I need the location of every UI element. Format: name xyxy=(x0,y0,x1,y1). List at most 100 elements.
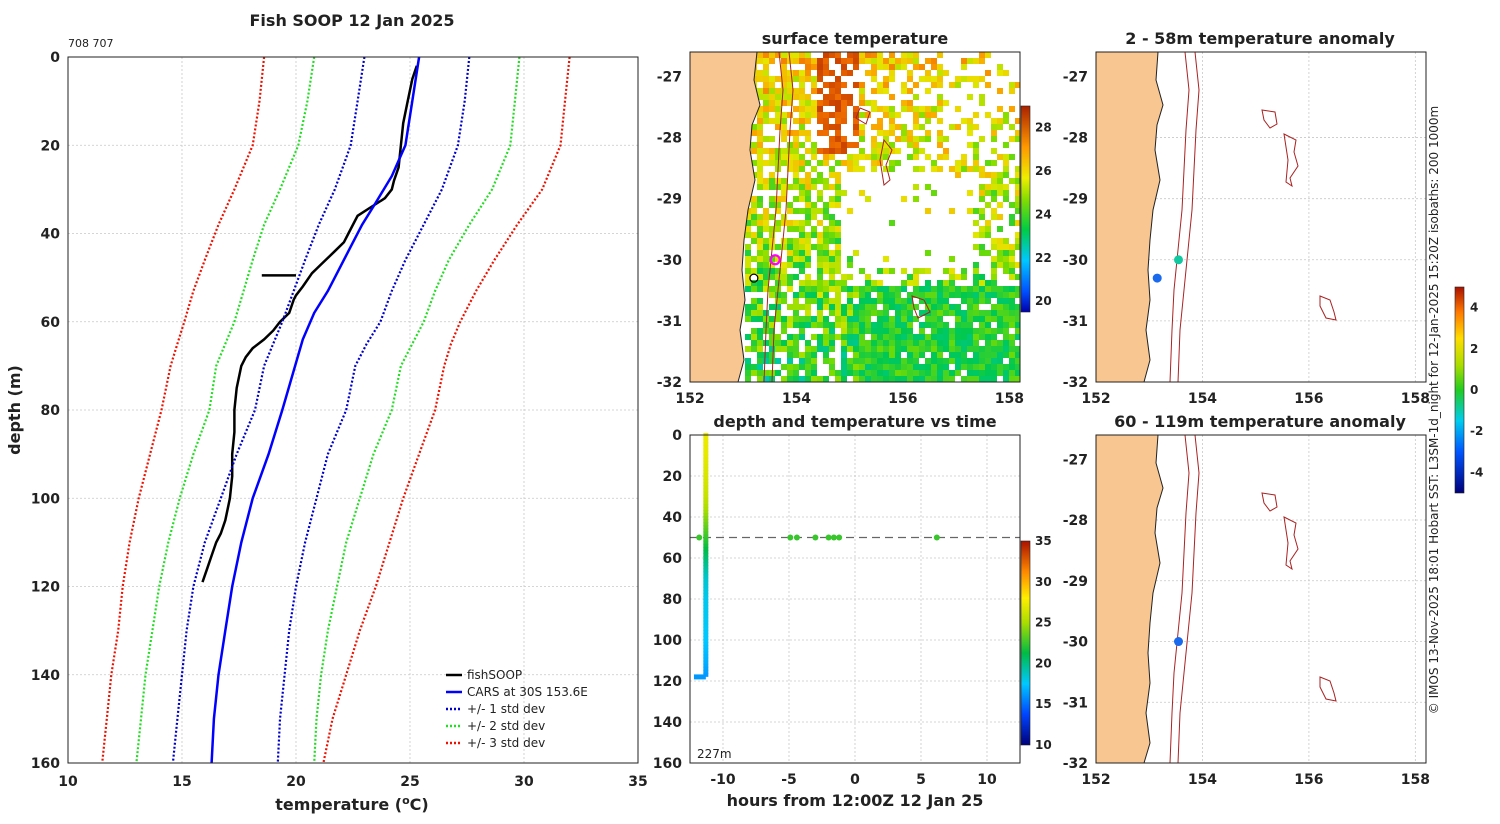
sst-pixel xyxy=(751,142,757,148)
sst-pixel xyxy=(763,82,769,88)
sst-pixel xyxy=(793,136,799,142)
sst-pixel xyxy=(907,376,913,382)
sst-pixel xyxy=(781,52,787,58)
sst-pixel xyxy=(931,352,937,358)
sst-pixel xyxy=(829,196,835,202)
sst-pixel xyxy=(793,334,799,340)
sst-pixel xyxy=(823,148,829,154)
sst-pixel xyxy=(967,124,973,130)
profile-series--2-std-dev-lower- xyxy=(135,56,316,764)
sst-pixel xyxy=(769,322,775,328)
sst-position-marker xyxy=(769,254,781,266)
sst-pixel xyxy=(919,112,925,118)
sst-pixel xyxy=(955,364,961,370)
sst-pixel xyxy=(967,118,973,124)
sst-pixel xyxy=(985,286,991,292)
profile-x-ticks: 10 15 20 25 30 35 xyxy=(58,774,647,790)
sst-pixel xyxy=(811,100,817,106)
sst-pixel xyxy=(919,334,925,340)
sst-colorbar-tick: 20 xyxy=(1035,294,1052,308)
sst-pixel xyxy=(889,370,895,376)
sst-pixel xyxy=(811,214,817,220)
sst-pixel xyxy=(781,88,787,94)
sst-pixel xyxy=(805,232,811,238)
sst-pixel xyxy=(931,292,937,298)
sst-pixel xyxy=(1015,292,1020,298)
sst-pixel xyxy=(799,52,805,58)
sst-pixel xyxy=(817,88,823,94)
sst-pixel xyxy=(829,184,835,190)
sst-pixel xyxy=(763,70,769,76)
sst-pixel xyxy=(979,298,985,304)
sst-pixel xyxy=(859,334,865,340)
sst-pixel xyxy=(1003,334,1009,340)
profile-y-tick: 100 xyxy=(31,491,60,507)
sst-pixel xyxy=(943,280,949,286)
sst-pixel xyxy=(1003,346,1009,352)
sst-pixel xyxy=(985,172,991,178)
sst-pixel xyxy=(907,298,913,304)
sst-pixel xyxy=(865,292,871,298)
sst-pixel xyxy=(907,328,913,334)
sst-pixel xyxy=(865,316,871,322)
sst-pixel xyxy=(997,172,1003,178)
sst-pixel xyxy=(901,58,907,64)
sst-pixel xyxy=(1003,352,1009,358)
profile-x-tick: 25 xyxy=(400,774,419,790)
sst-pixel xyxy=(1003,256,1009,262)
time-cast-sample xyxy=(703,454,709,459)
sst-pixel xyxy=(961,364,967,370)
anom1-point xyxy=(1174,255,1183,265)
sst-pixel xyxy=(1009,88,1015,94)
sst-pixel xyxy=(1003,298,1009,304)
sst-pixel xyxy=(913,118,919,124)
sst-pixel xyxy=(823,178,829,184)
sst-pixel xyxy=(967,76,973,82)
sst-pixel xyxy=(937,130,943,136)
sst-pixel xyxy=(955,166,961,172)
sst-pixel xyxy=(835,178,841,184)
sst-pixel xyxy=(811,64,817,70)
sst-pixel xyxy=(781,268,787,274)
sst-pixel xyxy=(889,64,895,70)
sst-pixel xyxy=(793,118,799,124)
sst-pixel xyxy=(961,334,967,340)
sst-pixel xyxy=(859,100,865,106)
sst-pixel xyxy=(859,346,865,352)
sst-pixel xyxy=(907,346,913,352)
sst-pixel xyxy=(973,352,979,358)
sst-pixel xyxy=(991,196,997,202)
sst-pixel xyxy=(937,286,943,292)
sst-pixel xyxy=(937,358,943,364)
sst-pixel xyxy=(775,52,781,58)
sst-pixel xyxy=(871,148,877,154)
sst-pixel xyxy=(769,274,775,280)
sst-pixel xyxy=(811,184,817,190)
profile-x-tick: 30 xyxy=(514,774,534,790)
sst-pixel xyxy=(979,190,985,196)
sst-pixel xyxy=(823,82,829,88)
sst-pixel xyxy=(763,244,769,250)
sst-pixel xyxy=(883,82,889,88)
anom1-ticks: 152 154 156 158-27-28-29-30-31-32 xyxy=(1063,69,1430,407)
sst-pixel xyxy=(781,238,787,244)
anom1-frame xyxy=(1095,51,1427,383)
sst-pixel xyxy=(793,274,799,280)
sst-pixel xyxy=(973,208,979,214)
sst-pixel xyxy=(937,352,943,358)
sst-pixel xyxy=(835,106,841,112)
sst-pixel xyxy=(841,148,847,154)
sst-pixel xyxy=(805,238,811,244)
sst-pixel xyxy=(1003,196,1009,202)
sst-pixel xyxy=(955,106,961,112)
sst-pixel xyxy=(841,358,847,364)
sst-pixel xyxy=(895,292,901,298)
sst-pixel xyxy=(787,256,793,262)
sst-pixel xyxy=(787,322,793,328)
sst-pixel xyxy=(823,124,829,130)
sst-pixel xyxy=(853,328,859,334)
sst-pixel xyxy=(865,112,871,118)
sst-pixel xyxy=(805,160,811,166)
time-x-tick: 0 xyxy=(850,772,860,788)
sst-pixel xyxy=(805,310,811,316)
